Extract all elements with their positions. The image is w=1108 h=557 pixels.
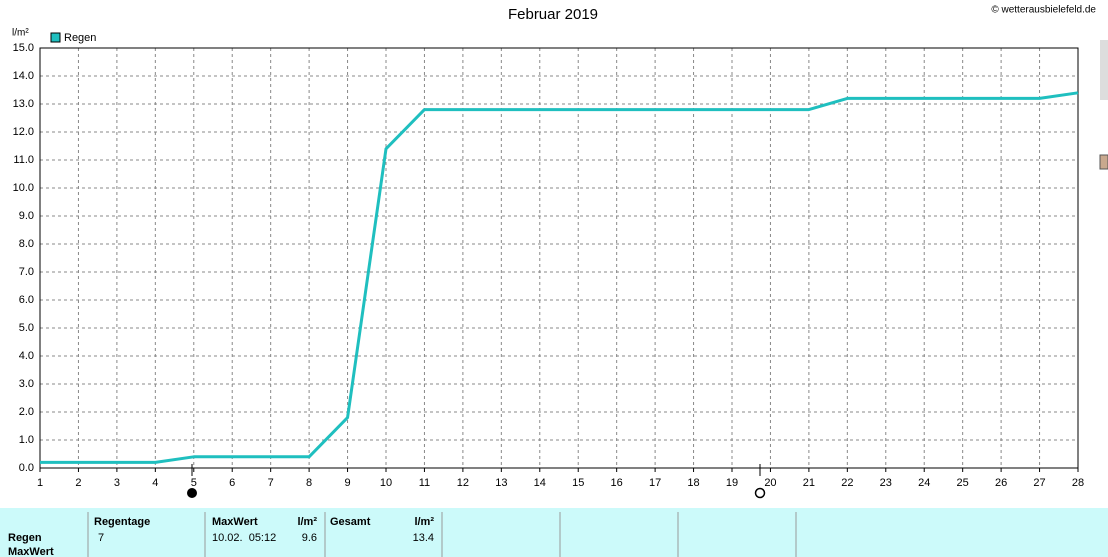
legend-label: Regen xyxy=(64,32,96,44)
x-tick-label: 17 xyxy=(649,477,661,489)
y-tick-label: 11.0 xyxy=(13,154,34,166)
x-tick-label: 23 xyxy=(880,477,892,489)
x-tick-label: 7 xyxy=(268,477,274,489)
x-tick-label: 6 xyxy=(229,477,235,489)
full-moon-icon xyxy=(754,487,766,499)
y-tick-label: 9.0 xyxy=(19,210,34,222)
x-tick-label: 8 xyxy=(306,477,312,489)
x-tick-label: 4 xyxy=(152,477,158,489)
row-label: MaxWert xyxy=(8,546,54,557)
x-tick-label: 10 xyxy=(380,477,392,489)
y-tick-label: 7.0 xyxy=(19,266,34,278)
column-header: l/m² xyxy=(414,516,434,528)
y-tick-label: 13.0 xyxy=(13,98,34,110)
legend-swatch xyxy=(50,32,61,43)
y-axis-unit: l/m² xyxy=(12,28,29,39)
x-tick-label: 11 xyxy=(419,477,430,489)
summary-value: 7 xyxy=(98,532,104,544)
side-panel xyxy=(1100,40,1108,100)
side-icon xyxy=(1099,154,1108,170)
x-tick-label: 9 xyxy=(344,477,350,489)
y-tick-label: 6.0 xyxy=(19,294,34,306)
y-tick-label: 2.0 xyxy=(19,406,34,418)
x-tick-label: 25 xyxy=(957,477,969,489)
rain-line xyxy=(40,91,1079,464)
column-header: MaxWert xyxy=(212,516,258,528)
x-tick-label: 20 xyxy=(764,477,776,489)
y-tick-label: 3.0 xyxy=(19,378,34,390)
row-label: Regen xyxy=(8,532,42,544)
x-tick-label: 16 xyxy=(611,477,623,489)
x-tick-label: 19 xyxy=(726,477,738,489)
x-tick-label: 1 xyxy=(37,477,43,489)
x-tick-label: 15 xyxy=(572,477,584,489)
summary-value: 13.4 xyxy=(413,532,434,544)
summary-value: 9.6 xyxy=(302,532,317,544)
x-tick-label: 18 xyxy=(687,477,699,489)
x-tick-label: 26 xyxy=(995,477,1007,489)
new-moon-icon xyxy=(187,488,197,498)
y-tick-label: 4.0 xyxy=(19,350,34,362)
x-tick-label: 27 xyxy=(1033,477,1045,489)
x-tick-label: 5 xyxy=(191,477,197,489)
x-tick-label: 22 xyxy=(841,477,853,489)
x-tick-label: 24 xyxy=(918,477,930,489)
y-tick-label: 14.0 xyxy=(13,70,34,82)
chart-title: Februar 2019 xyxy=(508,6,598,23)
credit: © wetterausbielefeld.de xyxy=(991,5,1096,16)
x-tick-label: 2 xyxy=(75,477,81,489)
column-header: Gesamt xyxy=(330,516,371,528)
y-tick-label: 1.0 xyxy=(19,434,34,446)
x-tick-label: 3 xyxy=(114,477,120,489)
y-tick-label: 8.0 xyxy=(19,238,34,250)
plot-frame xyxy=(39,47,1079,469)
summary-panel xyxy=(0,508,1108,557)
y-tick-label: 10.0 xyxy=(13,182,34,194)
y-tick-label: 0.0 xyxy=(19,462,34,474)
y-tick-label: 15.0 xyxy=(13,42,34,54)
y-tick-label: 12.0 xyxy=(13,126,34,138)
summary-value: 10.02. 05:12 xyxy=(212,532,276,544)
x-tick-label: 13 xyxy=(495,477,507,489)
column-header: l/m² xyxy=(297,516,317,528)
x-tick-label: 12 xyxy=(457,477,469,489)
y-tick-label: 5.0 xyxy=(19,322,34,334)
x-tick-label: 28 xyxy=(1072,477,1084,489)
x-tick-label: 14 xyxy=(534,477,546,489)
column-header: Regentage xyxy=(94,516,150,528)
x-tick-label: 21 xyxy=(803,477,815,489)
